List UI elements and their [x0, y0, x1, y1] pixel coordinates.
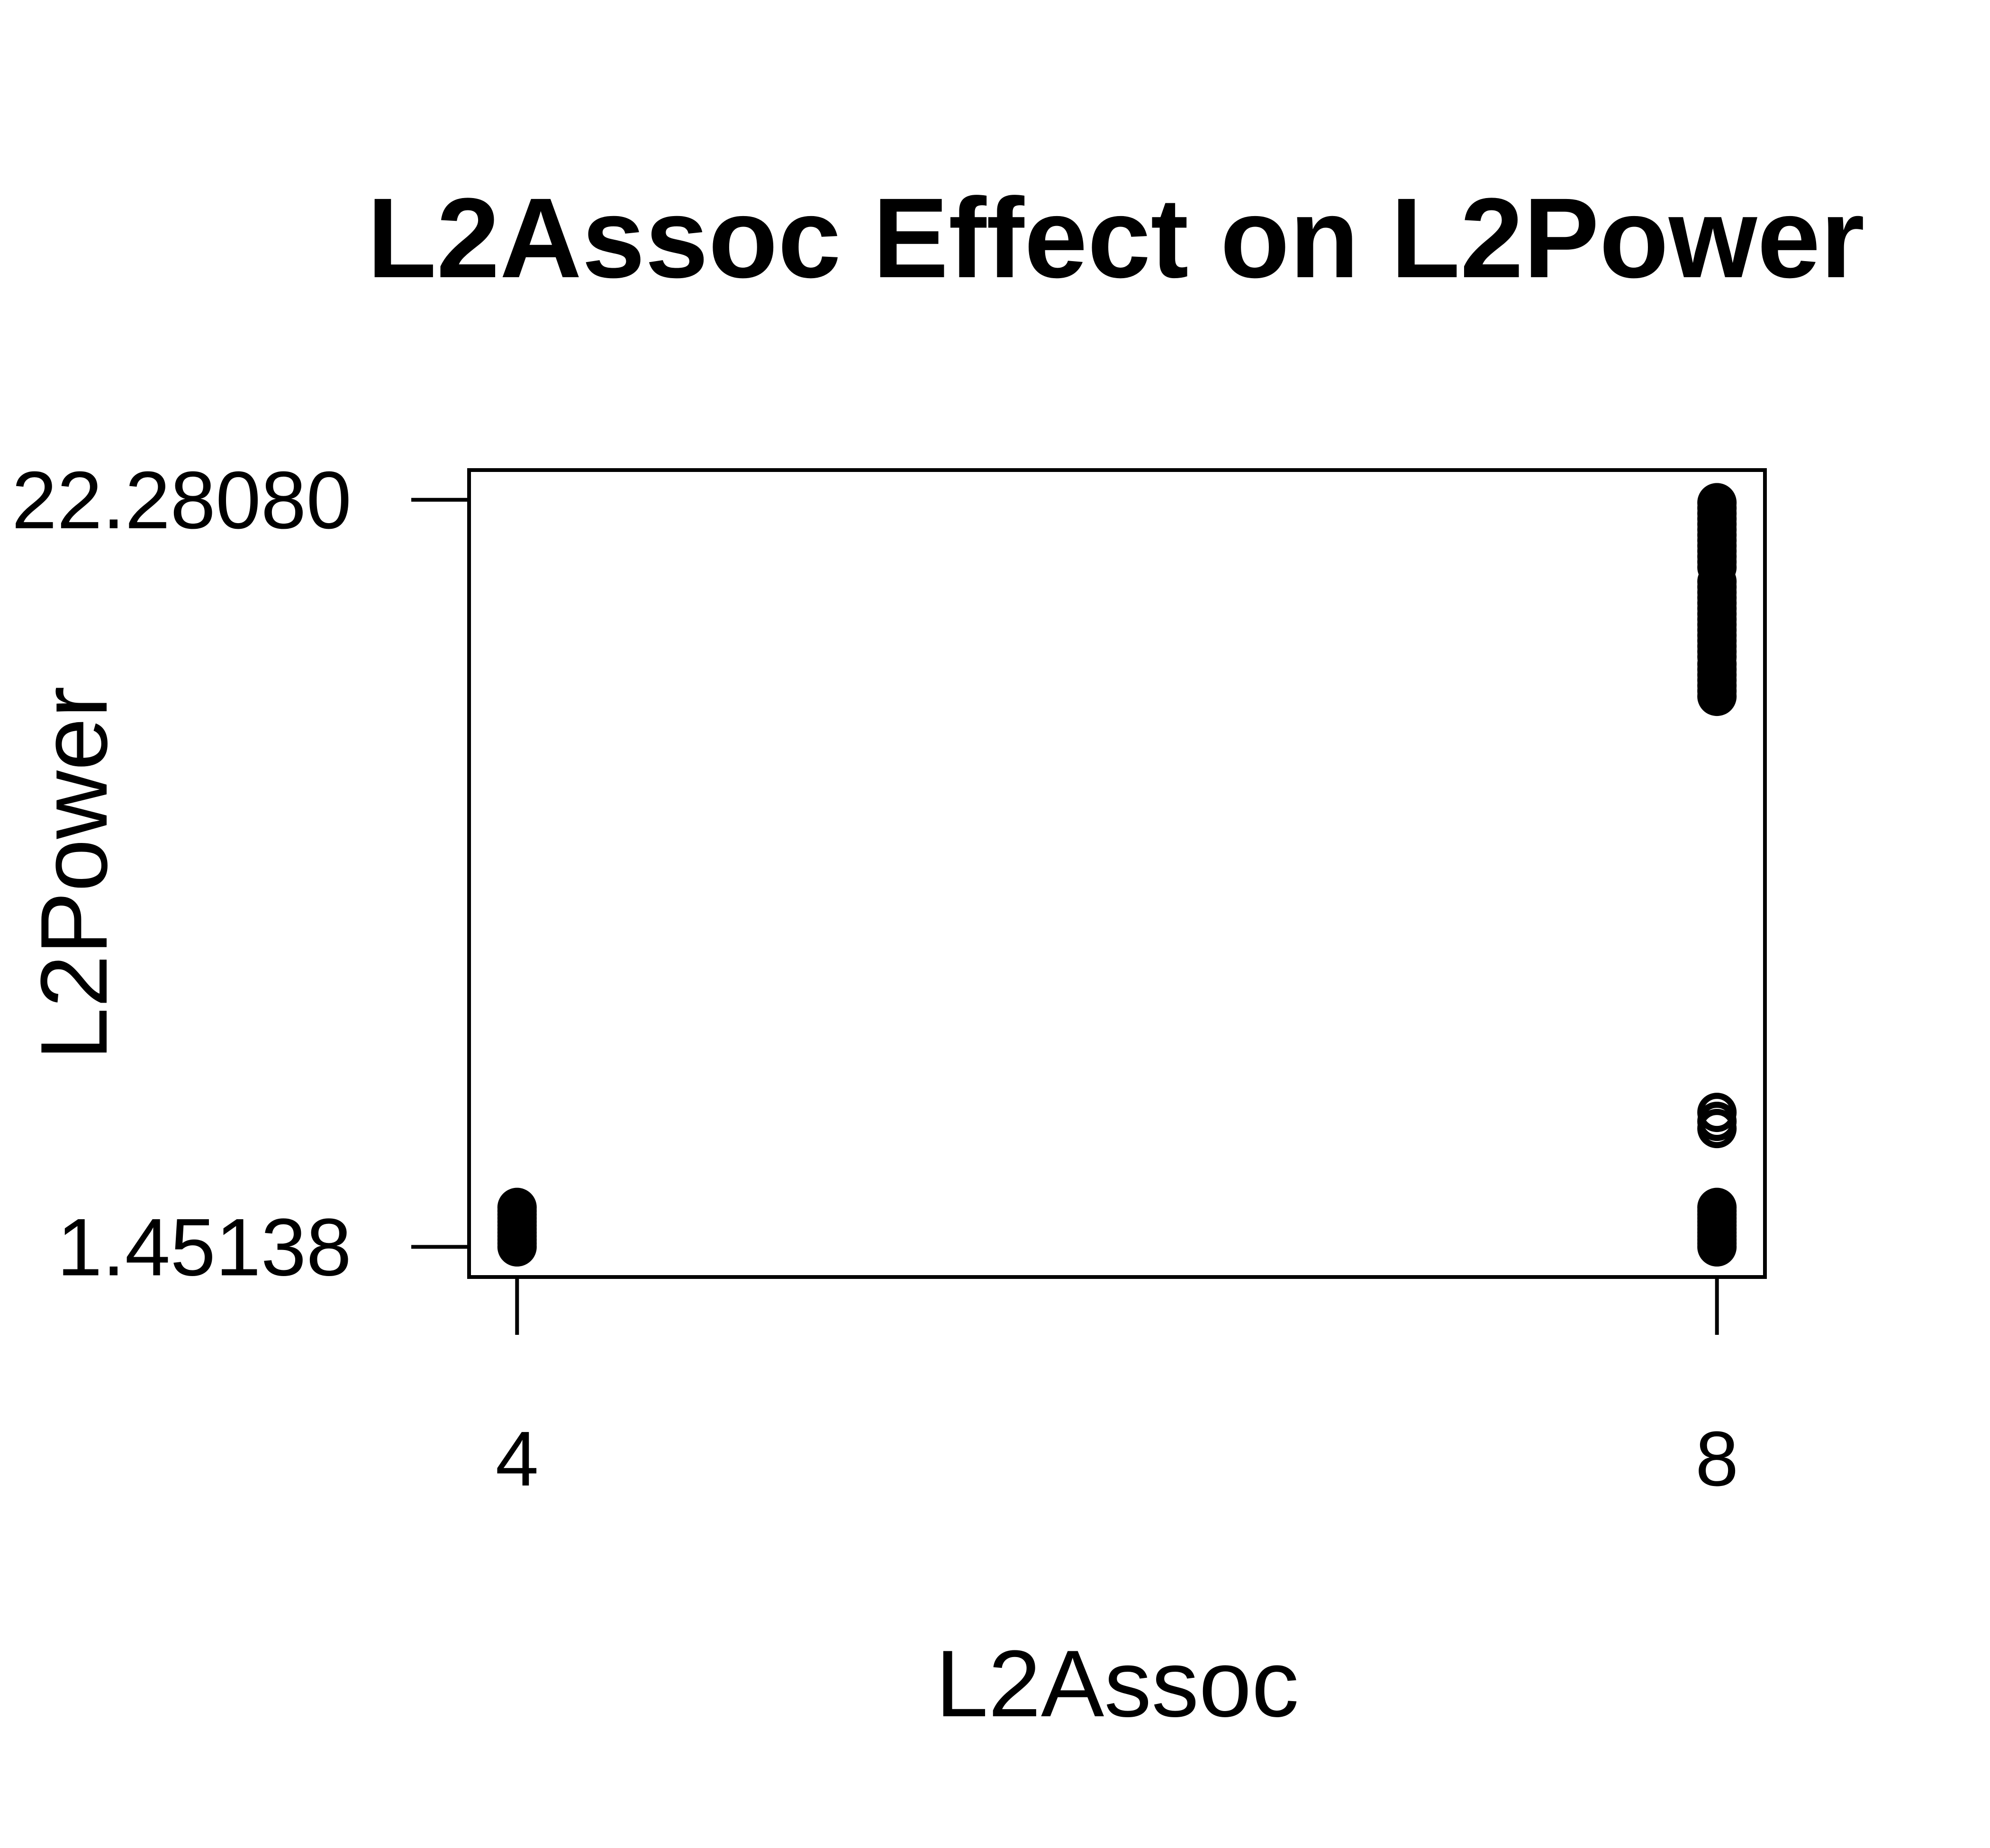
- scatter-point: [1697, 1187, 1737, 1227]
- y-axis-label: L2Power: [21, 686, 127, 1060]
- y-axis: 1.45138 22.28080: [12, 455, 469, 1293]
- y-tick-label: 22.28080: [12, 455, 352, 546]
- scatter-point: [497, 1187, 537, 1227]
- scatter-point: [1697, 1109, 1737, 1149]
- data-points: [497, 483, 1737, 1267]
- scatter-point: [1697, 677, 1737, 716]
- chart-title: L2Assoc Effect on L2Power: [367, 174, 1865, 301]
- x-tick-label: 4: [496, 1415, 539, 1502]
- x-tick-label: 8: [1695, 1415, 1738, 1502]
- y-tick-label: 1.45138: [57, 1202, 352, 1293]
- x-axis-label: L2Assoc: [935, 1631, 1299, 1737]
- plot-frame: [467, 468, 1767, 1279]
